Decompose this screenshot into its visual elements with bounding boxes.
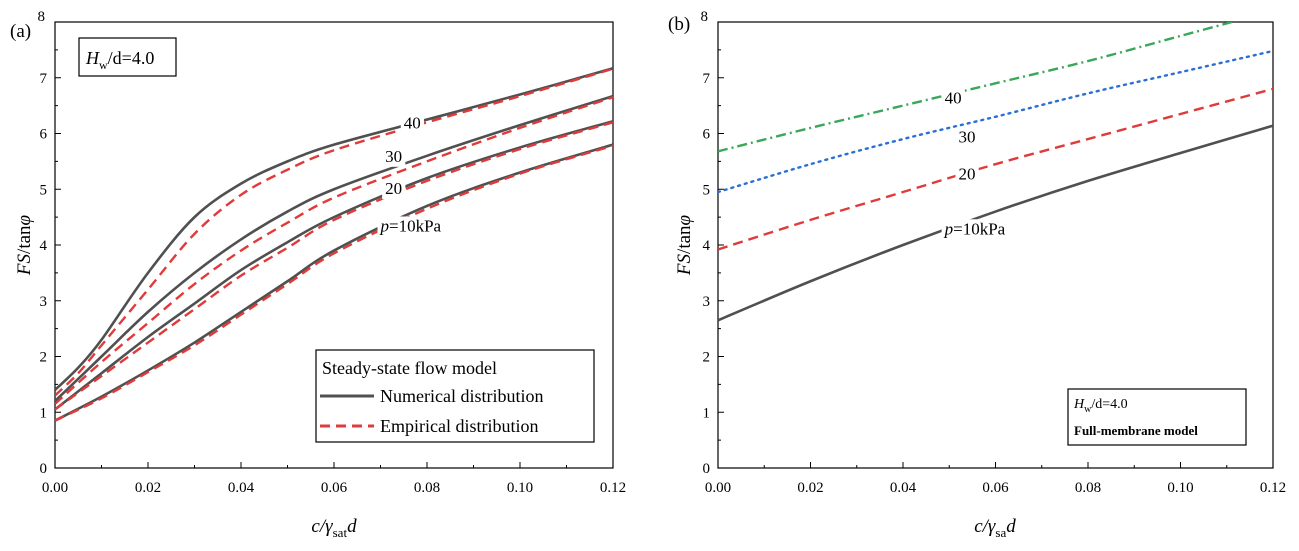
- panel-b-y-axis-title: FS/tanφ: [674, 215, 695, 276]
- curve-label-bg: [941, 219, 1008, 240]
- panel-a-y-axis-title: FS/tanφ: [14, 215, 35, 276]
- panel-b-label: (b): [668, 14, 690, 35]
- y-tick-label: 5: [40, 182, 48, 198]
- panel-b-curve-labels: 40 30 20 p=10kPa: [941, 88, 1008, 240]
- curve-label-bg: [955, 127, 979, 148]
- x-tick-label: 0.06: [982, 480, 1009, 496]
- y-tick-label: 7: [703, 71, 711, 87]
- panel-b-chart: (b) 0.00 0.02 0.04 0.06 0.08 0.10 0.12 0 1 2 3 4 5 6 7…: [668, 9, 1286, 540]
- x-tick-label: 0.10: [1167, 480, 1193, 496]
- panel-b-legend: Hw/d=4.0 Full-membrane model: [1067, 388, 1247, 446]
- x-tick-label: 0.04: [890, 480, 917, 496]
- y-tick-label: 5: [703, 182, 711, 198]
- panel-a-x-axis-title: c/γsatd: [311, 516, 357, 540]
- y-tick-label: 7: [40, 71, 48, 87]
- y-tick-label: 6: [703, 127, 711, 143]
- series-line: [55, 67, 613, 391]
- y-tick-label: 1: [40, 405, 48, 421]
- x-tick-label: 0.04: [228, 480, 255, 496]
- y-tick-label: 4: [703, 238, 711, 254]
- y-tick-label: 1: [703, 405, 711, 421]
- panel-b-ticks: 0.00 0.02 0.04 0.06 0.08 0.10 0.12 0 1 2 3 4 5 6 7 8: [701, 9, 1287, 496]
- x-tick-label: 0.08: [1075, 480, 1101, 496]
- svg-text:Hw/d=4.0: Hw/d=4.0: [1073, 397, 1128, 415]
- panel-a-label: (a): [10, 21, 31, 42]
- series-line: [55, 96, 613, 405]
- x-tick-label: 0.10: [507, 480, 533, 496]
- curve-label-p10: p=10kPa: [944, 219, 1006, 238]
- svg-text:Full-membrane model: Full-membrane model: [1074, 423, 1198, 438]
- y-tick-label: 0: [40, 461, 48, 477]
- series-line: [55, 143, 613, 422]
- legend-title: Steady-state flow model: [322, 358, 497, 378]
- legend-numerical-label: Numerical distribution: [380, 386, 543, 406]
- panel-a-ticks: 0.00 0.02 0.04 0.06 0.08 0.10 0.12 0 1 2 3 4 5 6 7 8: [38, 9, 627, 496]
- panel-a-legend: Steady-state flow model Numerical distri…: [315, 349, 595, 443]
- x-tick-label: 0.06: [321, 480, 348, 496]
- curve-label-p20: 20: [385, 179, 402, 198]
- panel-b-series: [718, 22, 1273, 322]
- y-tick-label: 6: [40, 127, 48, 143]
- series-line: [718, 49, 1273, 194]
- x-tick-label: 0.02: [797, 480, 823, 496]
- curve-label-bg: [382, 179, 406, 200]
- curve-label-p30: 30: [959, 127, 976, 146]
- panel-a-info-box: Hw/d=4.0: [78, 37, 177, 77]
- series-line: [55, 67, 613, 397]
- curve-label-p20: 20: [959, 165, 976, 184]
- curve-label-p10: p=10kPa: [380, 216, 442, 235]
- series-line: [718, 124, 1273, 322]
- series-line: [55, 121, 613, 411]
- y-tick-label: 2: [703, 350, 711, 366]
- curve-label-bg: [941, 88, 965, 109]
- series-line: [55, 119, 613, 411]
- y-tick-label: 2: [40, 350, 48, 366]
- y-tick-label: 4: [40, 238, 48, 254]
- panel-b-x-axis-title: c/γsad: [974, 516, 1016, 540]
- panel-a-series: [55, 67, 613, 422]
- y-tick-label: 8: [38, 9, 46, 25]
- curve-label-bg: [382, 146, 406, 167]
- series-line: [718, 87, 1273, 251]
- y-tick-label: 0: [703, 461, 711, 477]
- x-tick-label: 0.08: [414, 480, 440, 496]
- x-tick-label: 0.00: [42, 480, 68, 496]
- panel-a-chart: (a) 0.00 0.02 0.04 0.06 0.08 0.10 0.12 0 1 2 3 4 5 6 7…: [10, 9, 626, 540]
- x-tick-label: 0.02: [135, 480, 161, 496]
- svg-text:Hw/d=4.0: Hw/d=4.0: [85, 48, 154, 72]
- series-line: [718, 22, 1237, 153]
- curve-label-p30: 30: [385, 147, 402, 166]
- legend-empirical-label: Empirical distribution: [380, 416, 538, 436]
- curve-label-p40: 40: [404, 113, 421, 132]
- y-tick-label: 3: [703, 294, 711, 310]
- y-tick-label: 8: [701, 9, 709, 25]
- y-tick-label: 3: [40, 294, 48, 310]
- curve-label-p40: 40: [945, 88, 962, 107]
- x-tick-label: 0.12: [600, 480, 626, 496]
- series-line: [55, 144, 613, 422]
- x-tick-label: 0.00: [705, 480, 731, 496]
- series-line: [55, 94, 613, 403]
- curve-label-bg: [955, 164, 979, 185]
- curve-label-bg: [377, 216, 444, 237]
- curve-label-bg: [400, 113, 424, 134]
- x-tick-label: 0.12: [1260, 480, 1286, 496]
